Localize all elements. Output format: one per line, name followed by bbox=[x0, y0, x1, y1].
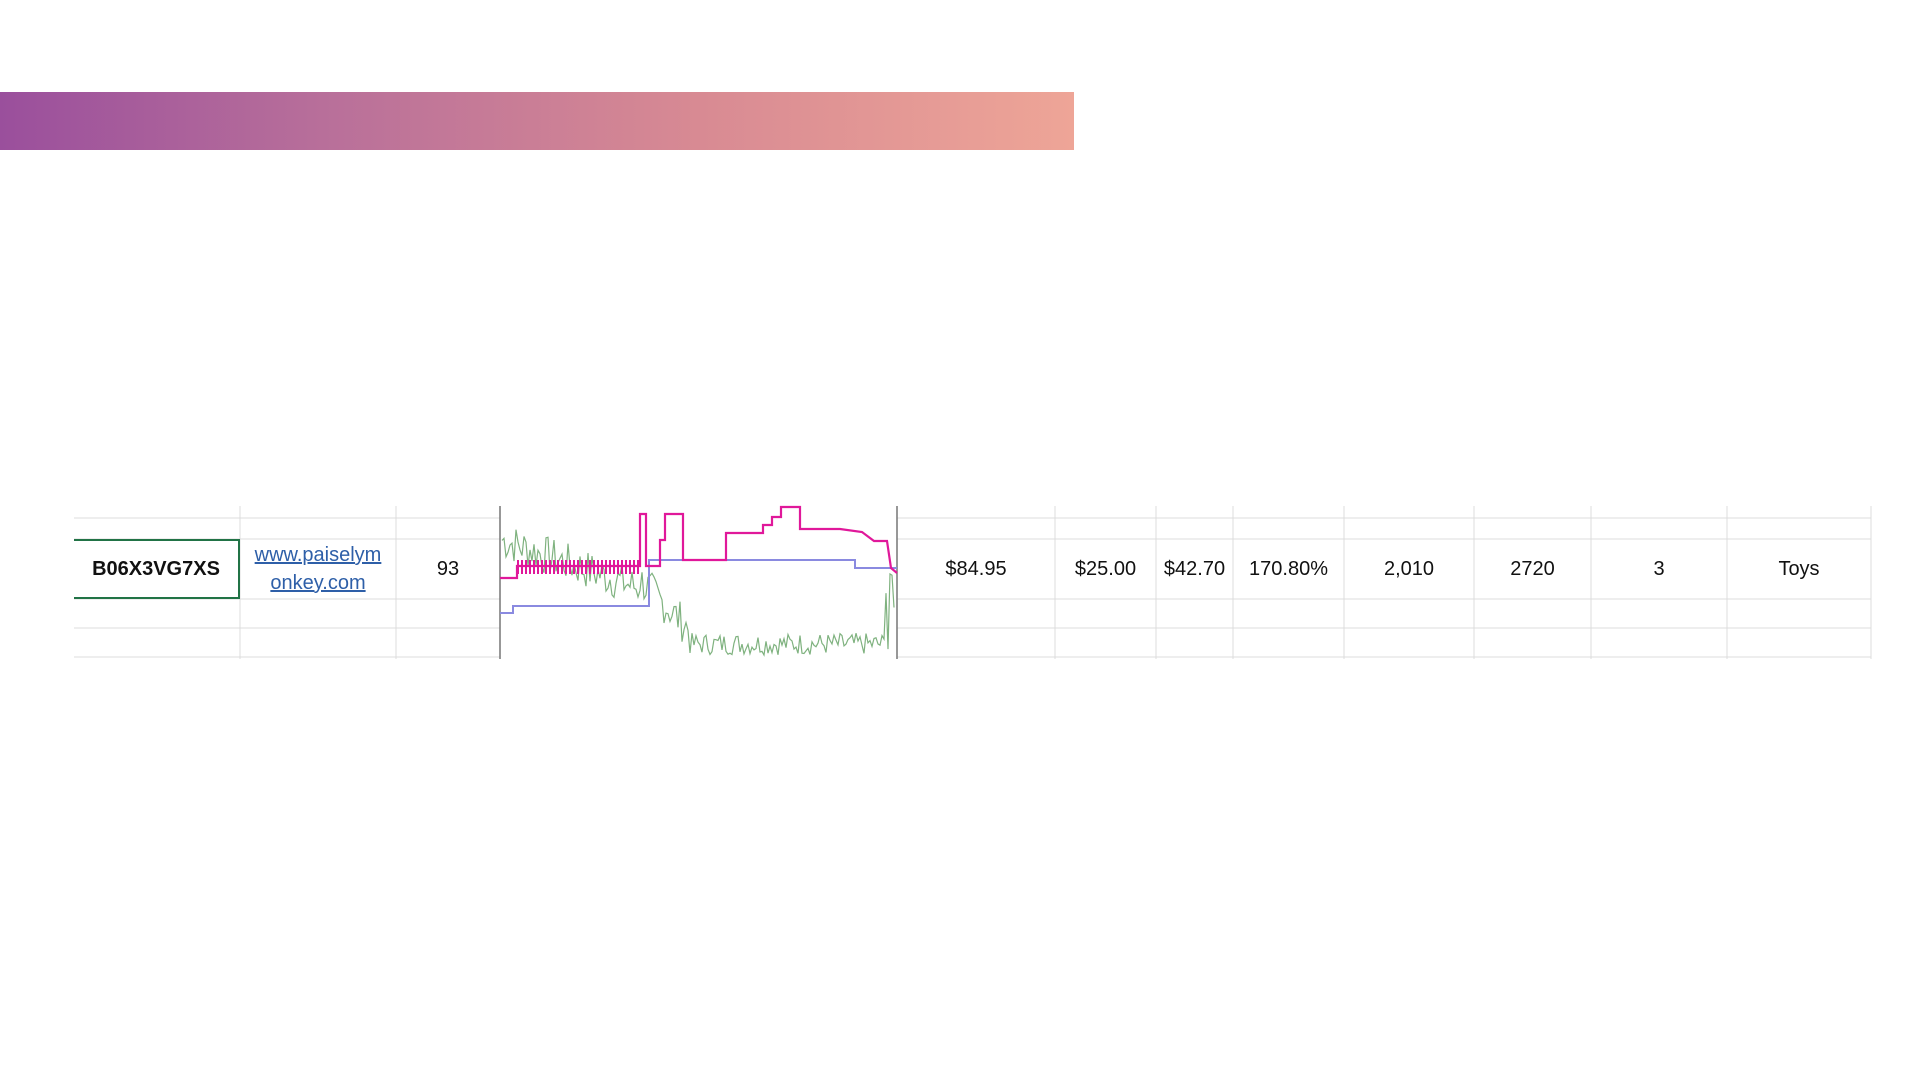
cell: $25.00 bbox=[1074, 557, 1137, 580]
cell: 3 bbox=[1653, 557, 1665, 580]
link-cell[interactable]: www.paiselymonkey.com bbox=[254, 544, 382, 594]
banner bbox=[0, 92, 1074, 150]
cell: 170.80% bbox=[1249, 557, 1328, 580]
sparkline-bg bbox=[500, 506, 897, 659]
cell: B06X3VG7XS bbox=[74, 539, 240, 599]
cell: $84.95 bbox=[945, 557, 1007, 580]
price-graph bbox=[499, 505, 898, 659]
cell: Toys bbox=[1778, 557, 1820, 580]
cell: 2720 bbox=[1510, 557, 1555, 580]
cell: 93 bbox=[436, 557, 460, 580]
cell: $42.70 bbox=[1163, 557, 1226, 580]
cell: 2,010 bbox=[1383, 557, 1435, 580]
